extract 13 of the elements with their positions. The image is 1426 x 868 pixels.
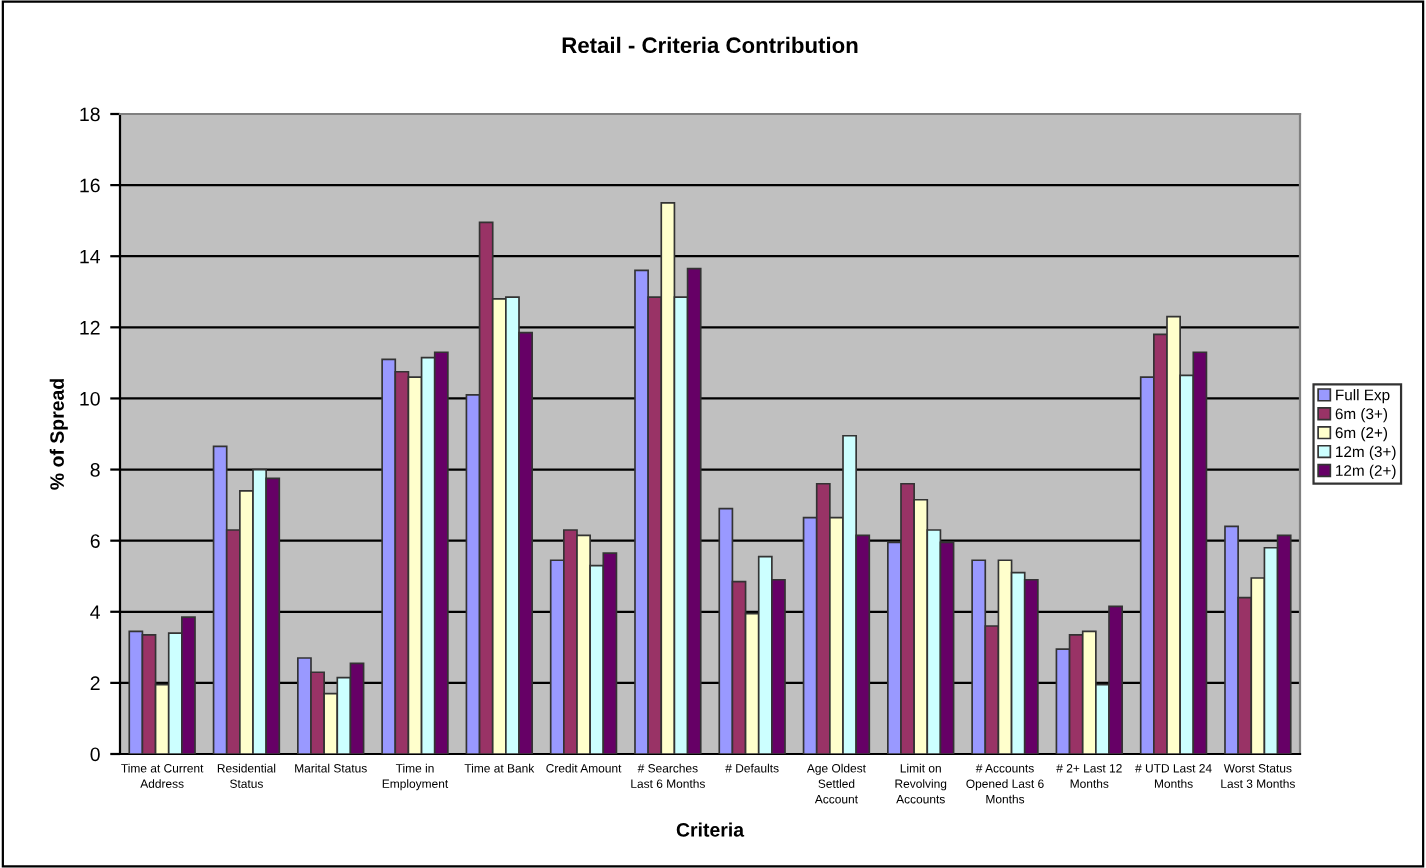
- y-tick-label: 12: [80, 320, 100, 335]
- y-tick-label: 14: [80, 249, 100, 264]
- y-tick-label: 8: [90, 463, 100, 477]
- y-tick-label: 2: [90, 676, 100, 690]
- y-tick-label: 16: [80, 178, 100, 193]
- y-tick-label: 0: [90, 747, 100, 762]
- x-axis-title: Criteria: [676, 822, 745, 837]
- y-tick-label: 10: [80, 391, 100, 406]
- y-axis-title: % of Spread: [49, 379, 68, 490]
- chart-title: Retail - Criteria Contribution: [562, 36, 858, 54]
- y-tick-label: 4: [90, 605, 100, 619]
- y-tick-label: 18: [80, 107, 100, 122]
- y-tick-label: 6: [90, 534, 100, 548]
